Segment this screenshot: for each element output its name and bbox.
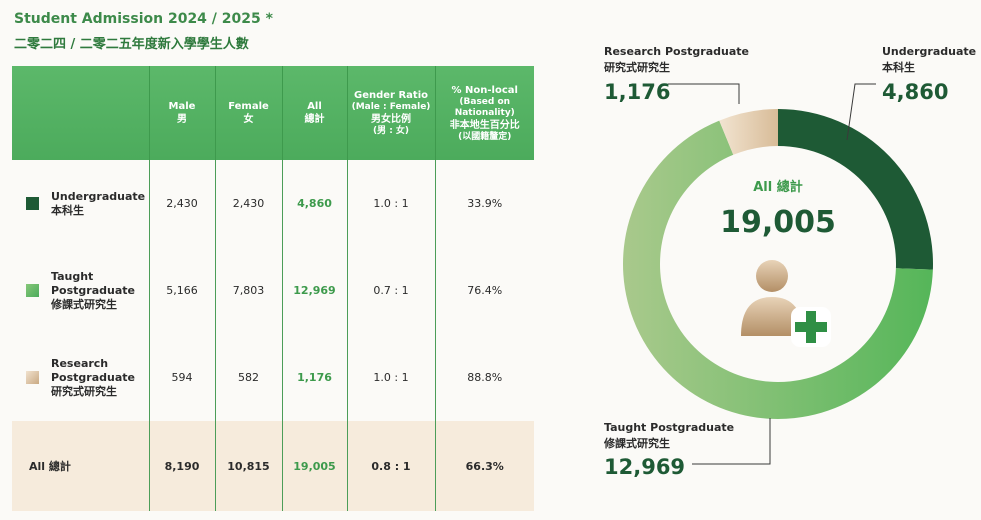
center-value: 19,005 (720, 205, 836, 240)
user-add-icon (741, 260, 831, 347)
row-label-en: Research Postgraduate (51, 356, 135, 384)
research-label-en: Research Postgraduate (604, 45, 749, 58)
total-nonlocal-cell: 66.3% (434, 421, 534, 511)
research-value-label: 1,176 (604, 80, 670, 104)
header-female: Female 女 (214, 66, 282, 160)
header-ratio-zh: 男女比例 (371, 114, 411, 125)
all-cell: 4,860 (281, 160, 347, 247)
nonlocal-cell: 88.8% (434, 334, 534, 421)
header-programme (12, 66, 149, 160)
table-header-row: Male 男 Female 女 All 總計 Gender Ratio (Male : … (12, 66, 534, 160)
header-male-en: Male (168, 101, 196, 112)
header-nonlocal-zh: 非本地生百分比 (449, 119, 520, 131)
center-label: All 總計 (753, 179, 803, 195)
undergraduate-label-en: Undergraduate (882, 45, 976, 58)
header-nonlocal-en: % Non-local (451, 84, 518, 96)
male-cell: 594 (148, 334, 215, 421)
header-all-en: All (307, 101, 322, 112)
header-female-zh: 女 (243, 114, 254, 125)
undergraduate-value-label: 4,860 (882, 80, 948, 104)
female-cell: 582 (214, 334, 282, 421)
taught-value-label: 12,969 (604, 455, 685, 479)
header-nonlocal-zh-sub: (以國籍釐定) (458, 131, 512, 142)
header-all: All 總計 (281, 66, 347, 160)
female-cell: 7,803 (214, 247, 282, 334)
header-all-zh: 總計 (304, 114, 325, 125)
undergraduate-leader-line (846, 83, 876, 141)
row-label-zh: 研究式研究生 (51, 384, 117, 398)
male-cell: 2,430 (148, 160, 215, 247)
all-cell: 1,176 (281, 334, 347, 421)
table-row: Taught Postgraduate 修課式研究生 5,166 7,803 12… (12, 247, 534, 334)
header-female-en: Female (228, 101, 269, 112)
taught-leader-line (692, 418, 771, 465)
female-cell: 2,430 (214, 160, 282, 247)
header-nonlocal-sub: (Based on Nationality) (454, 96, 515, 118)
research-leader-line (668, 83, 740, 104)
ratio-cell: 1.0 : 1 (346, 334, 435, 421)
all-cell: 12,969 (281, 247, 347, 334)
table-row: Research Postgraduate 研究式研究生 594 582 1,17… (12, 334, 534, 421)
page-subtitle: 二零二四 / 二零二五年度新入學學生人數 (14, 37, 249, 52)
header-nonlocal: % Non-local (Based on Nationality) 非本地生百分比… (434, 66, 534, 160)
header-male: Male 男 (148, 66, 215, 160)
total-label-cell: All 總計 (12, 421, 149, 511)
row-label-zh: 本科生 (51, 203, 84, 217)
total-female-cell: 10,815 (214, 421, 282, 511)
header-ratio-zh-sub: (男 : 女) (372, 126, 410, 136)
nonlocal-cell: 76.4% (434, 247, 534, 334)
title-en-text: Student Admission 2024 / 2025 (14, 11, 261, 27)
row-label-en: Taught Postgraduate (51, 269, 135, 297)
header-ratio-en: Gender Ratio (354, 90, 428, 101)
row-label-zh: 修課式研究生 (51, 297, 117, 311)
taught-label-zh: 修課式研究生 (603, 436, 670, 450)
table-total-row: All 總計 8,190 10,815 19,005 0.8 : 1 66.3% (12, 421, 534, 511)
ratio-cell: 0.7 : 1 (346, 247, 435, 334)
total-ratio-cell: 0.8 : 1 (346, 421, 435, 511)
undergraduate-swatch (26, 197, 39, 210)
total-all-cell: 19,005 (281, 421, 347, 511)
research-swatch (26, 371, 39, 384)
taught-swatch (26, 284, 39, 297)
research-postgraduate-slice (719, 109, 778, 155)
row-label-cell: Taught Postgraduate 修課式研究生 (12, 247, 149, 334)
table-row: Undergraduate 本科生 2,430 2,430 4,860 1.0 :… (12, 160, 534, 247)
page-title: Student Admission 2024 / 2025 * (14, 11, 273, 27)
male-cell: 5,166 (148, 247, 215, 334)
undergraduate-label-zh: 本科生 (882, 60, 915, 74)
admission-table: Male 男 Female 女 All 總計 Gender Ratio (Male : … (12, 66, 534, 511)
header-gender-ratio: Gender Ratio (Male : Female) 男女比例 (男 : 女) (346, 66, 435, 160)
undergraduate-slice (778, 109, 933, 270)
title-asterisk: * (265, 11, 273, 27)
taught-label-en: Taught Postgraduate (604, 421, 734, 434)
total-male-cell: 8,190 (148, 421, 215, 511)
research-label-zh: 研究式研究生 (604, 60, 670, 74)
row-label-cell: Undergraduate 本科生 (12, 160, 149, 247)
row-label-cell: Research Postgraduate 研究式研究生 (12, 334, 149, 421)
total-label: All 總計 (29, 460, 71, 473)
row-label-en: Undergraduate (51, 189, 146, 203)
nonlocal-cell: 33.9% (434, 160, 534, 247)
header-ratio-sub: (Male : Female) (351, 102, 431, 112)
donut-slices (623, 109, 933, 419)
header-male-zh: 男 (177, 114, 187, 125)
ratio-cell: 1.0 : 1 (346, 160, 435, 247)
